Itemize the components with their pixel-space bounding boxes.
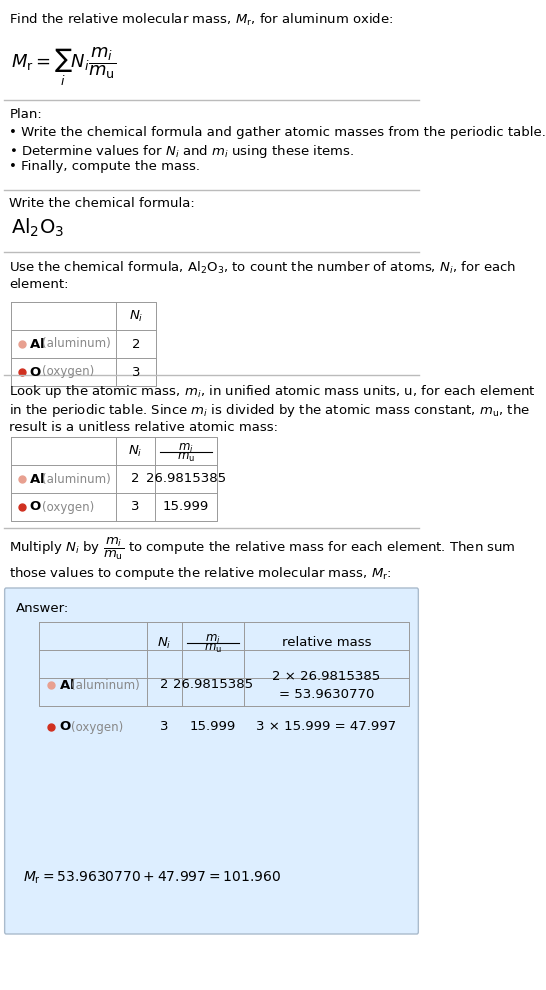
Text: Multiply $N_i$ by $\dfrac{m_i}{m_{\mathrm{u}}}$ to compute the relative mass for: Multiply $N_i$ by $\dfrac{m_i}{m_{\mathr… xyxy=(9,536,516,582)
Text: 3: 3 xyxy=(161,721,169,734)
Text: (oxygen): (oxygen) xyxy=(42,365,94,378)
Text: $\bf{Al}$: $\bf{Al}$ xyxy=(29,472,45,486)
Text: 15.999: 15.999 xyxy=(190,721,236,734)
Text: $\bf{Al}$: $\bf{Al}$ xyxy=(59,678,75,692)
Text: 15.999: 15.999 xyxy=(163,501,209,514)
Text: 2 × 26.9815385: 2 × 26.9815385 xyxy=(272,670,381,683)
Text: 3 × 15.999 = 47.997: 3 × 15.999 = 47.997 xyxy=(257,721,396,734)
Text: Look up the atomic mass, $m_i$, in unified atomic mass units, u, for each elemen: Look up the atomic mass, $m_i$, in unifi… xyxy=(9,383,536,435)
Text: $N_i$: $N_i$ xyxy=(128,444,143,458)
Text: relative mass: relative mass xyxy=(282,637,371,649)
Text: (oxygen): (oxygen) xyxy=(42,501,94,514)
Text: Plan:: Plan: xyxy=(9,108,42,121)
Text: = 53.9630770: = 53.9630770 xyxy=(279,688,374,702)
Text: 26.9815385: 26.9815385 xyxy=(173,678,253,691)
Text: $m_i$: $m_i$ xyxy=(205,633,221,645)
Text: 26.9815385: 26.9815385 xyxy=(146,472,226,485)
Text: Write the chemical formula:: Write the chemical formula: xyxy=(9,197,195,210)
Text: $m_{\mathrm{u}}$: $m_{\mathrm{u}}$ xyxy=(204,642,222,654)
Text: • Finally, compute the mass.: • Finally, compute the mass. xyxy=(9,160,200,173)
Text: $M_{\mathrm{r}} = 53.9630770 + 47.997 = 101.960$: $M_{\mathrm{r}} = 53.9630770 + 47.997 = … xyxy=(23,870,281,886)
Text: (aluminum): (aluminum) xyxy=(72,678,140,691)
Text: Answer:: Answer: xyxy=(15,602,69,615)
Text: $\bf{O}$: $\bf{O}$ xyxy=(29,365,42,378)
Text: $m_{\mathrm{u}}$: $m_{\mathrm{u}}$ xyxy=(177,450,195,463)
Text: • Determine values for $N_i$ and $m_i$ using these items.: • Determine values for $N_i$ and $m_i$ u… xyxy=(9,143,354,160)
Text: $\bf{O}$: $\bf{O}$ xyxy=(59,721,72,734)
FancyBboxPatch shape xyxy=(5,588,418,934)
Text: 3: 3 xyxy=(132,365,140,378)
Text: (aluminum): (aluminum) xyxy=(42,338,111,350)
Text: $m_i$: $m_i$ xyxy=(178,442,194,454)
Text: Find the relative molecular mass, $M_{\mathrm{r}}$, for aluminum oxide:: Find the relative molecular mass, $M_{\m… xyxy=(9,12,394,28)
Text: $M_{\mathrm{r}} = \sum_{i} N_i \dfrac{m_i}{m_{\mathrm{u}}}$: $M_{\mathrm{r}} = \sum_{i} N_i \dfrac{m_… xyxy=(11,45,116,88)
Text: $\mathrm{Al}_2\mathrm{O}_3$: $\mathrm{Al}_2\mathrm{O}_3$ xyxy=(11,217,64,240)
Text: $\bf{Al}$: $\bf{Al}$ xyxy=(29,337,45,351)
Text: $\bf{O}$: $\bf{O}$ xyxy=(29,501,42,514)
Text: 2: 2 xyxy=(161,678,169,691)
Text: 2: 2 xyxy=(132,338,140,350)
Text: Use the chemical formula, $\mathrm{Al}_2\mathrm{O}_3$, to count the number of at: Use the chemical formula, $\mathrm{Al}_2… xyxy=(9,260,517,291)
Text: $N_i$: $N_i$ xyxy=(129,309,144,324)
Text: 3: 3 xyxy=(132,501,140,514)
Text: 2: 2 xyxy=(132,472,140,485)
Text: (aluminum): (aluminum) xyxy=(42,472,111,485)
Text: $N_i$: $N_i$ xyxy=(157,636,172,650)
Text: • Write the chemical formula and gather atomic masses from the periodic table.: • Write the chemical formula and gather … xyxy=(9,126,546,139)
Text: (oxygen): (oxygen) xyxy=(72,721,123,734)
